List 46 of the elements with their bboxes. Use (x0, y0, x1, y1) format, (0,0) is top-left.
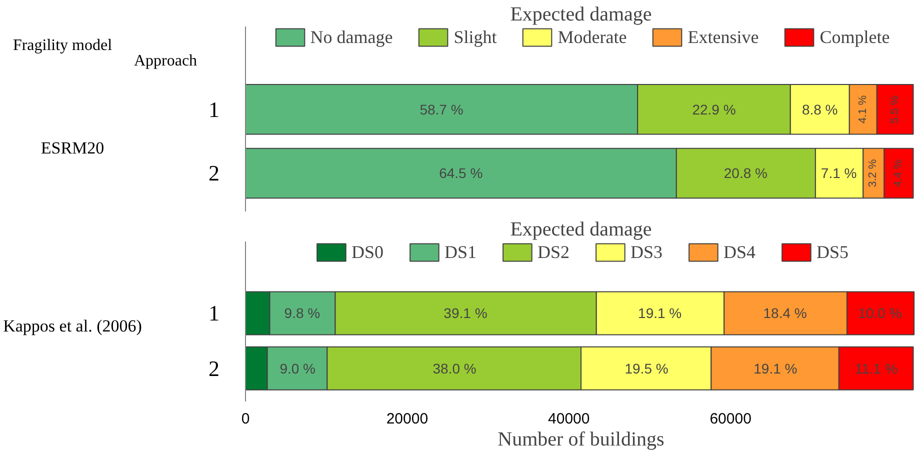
annotation: 39.1 % (444, 305, 488, 322)
annotation: 20.8 % (724, 165, 768, 182)
legend-label: DS2 (537, 242, 570, 262)
legend-label: DS4 (724, 242, 756, 262)
annotation: 38.0 % (432, 360, 476, 376)
x-axis-title: Number of buildings (498, 428, 665, 450)
annotation: 58.7 % (420, 101, 464, 118)
y-tick-label: 1 (208, 96, 220, 122)
annotation: 9.8 % (284, 305, 320, 322)
x-tick-label: 0 (241, 410, 250, 428)
text: Approach (134, 52, 198, 70)
legend-label: Slight (454, 26, 497, 48)
annotation: 4.1 % (856, 95, 869, 124)
annotation: 7.1 % (820, 165, 857, 182)
y-tick-label: 2 (208, 356, 220, 381)
legend-label: DS5 (816, 242, 849, 262)
y-tick-label: 2 (208, 160, 220, 186)
text: ESRM20 (40, 138, 104, 158)
chart-title: Expected damage (510, 4, 652, 26)
x-tick-label: 20000 (386, 410, 428, 428)
annotation: 4.4 % (892, 158, 905, 188)
annotation: 19.1 % (638, 305, 682, 322)
annotation: 10.0 % (858, 305, 902, 322)
annotation: 11.1 % (855, 360, 898, 376)
chart-title: Expected damage (510, 218, 652, 240)
y-tick-label: 1 (208, 300, 220, 326)
x-tick-label: 40000 (548, 410, 590, 428)
legend-label: Extensive (688, 26, 759, 48)
annotation: 18.4 % (763, 305, 807, 322)
annotation: 19.1 % (754, 360, 798, 376)
annotation: 9.0 % (280, 360, 316, 376)
annotation: 8.8 % (802, 101, 838, 118)
legend-label: Complete (820, 26, 890, 48)
legend-label: Moderate (558, 26, 627, 48)
annotation: 64.5 % (439, 165, 483, 182)
legend-label: No damage (310, 26, 393, 48)
legend-label: DS1 (444, 242, 476, 262)
annotation: 19.5 % (624, 360, 668, 376)
legend-label: DS3 (630, 242, 663, 262)
text: Fragility model (12, 36, 113, 54)
x-tick-label: 60000 (710, 410, 752, 428)
legend-label: DS0 (351, 242, 384, 262)
text: Kappos et al. (2006) (3, 316, 142, 336)
annotation: 22.9 % (692, 101, 736, 118)
annotation: 3.2 % (867, 158, 880, 188)
annotation: 5.5 % (888, 95, 901, 124)
